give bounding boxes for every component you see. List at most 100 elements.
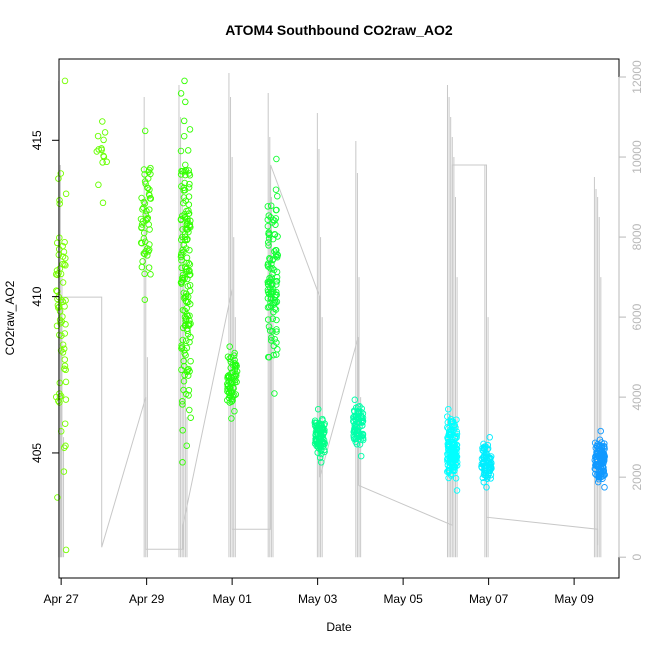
data-point xyxy=(267,265,274,272)
y2-tick-label: 2000 xyxy=(630,463,644,490)
data-point xyxy=(139,217,147,225)
data-point xyxy=(56,379,64,387)
data-point xyxy=(53,322,61,330)
data-point xyxy=(177,236,185,244)
data-point xyxy=(267,202,275,209)
data-point xyxy=(229,368,237,376)
data-point xyxy=(226,399,233,406)
data-point xyxy=(62,254,69,262)
data-point xyxy=(99,118,106,125)
data-point xyxy=(140,198,148,206)
data-point xyxy=(57,170,65,177)
data-point xyxy=(62,366,69,374)
data-point xyxy=(317,459,325,466)
data-point xyxy=(354,427,362,434)
y-axis-label: CO2raw_AO2 xyxy=(3,280,17,355)
data-point xyxy=(187,414,194,421)
data-point xyxy=(184,327,191,335)
data-point xyxy=(311,440,319,447)
data-point xyxy=(358,433,366,440)
data-point xyxy=(319,425,326,433)
data-point xyxy=(351,408,358,415)
data-point xyxy=(141,250,148,258)
data-point xyxy=(184,321,192,328)
data-point xyxy=(147,195,155,202)
data-point xyxy=(138,263,146,271)
data-point xyxy=(265,212,273,219)
data-point xyxy=(62,190,70,198)
data-point xyxy=(270,351,277,359)
data-point xyxy=(141,296,149,303)
data-point xyxy=(272,215,280,222)
data-point xyxy=(145,221,152,228)
data-point xyxy=(186,317,193,324)
data-point xyxy=(357,436,365,443)
data-point xyxy=(179,274,187,282)
y-tick-label: 410 xyxy=(30,286,44,306)
data-point xyxy=(181,313,189,321)
data-point xyxy=(54,271,61,279)
data-point xyxy=(315,430,322,438)
data-point xyxy=(311,417,319,424)
data-point xyxy=(600,464,607,472)
data-point xyxy=(445,443,453,451)
data-point xyxy=(451,421,458,429)
data-point xyxy=(60,444,68,451)
data-point xyxy=(62,262,69,269)
data-point xyxy=(179,398,186,405)
data-point xyxy=(314,449,321,456)
data-point xyxy=(177,90,185,97)
data-point xyxy=(486,434,493,441)
data-point xyxy=(592,444,600,452)
data-point xyxy=(272,206,280,214)
data-point xyxy=(179,324,187,332)
data-point xyxy=(146,186,153,193)
data-point xyxy=(146,226,153,233)
data-point xyxy=(601,445,608,453)
data-point xyxy=(54,301,62,309)
grey-series-line xyxy=(60,164,599,558)
data-point xyxy=(592,452,600,460)
data-point xyxy=(445,474,452,482)
data-point xyxy=(179,427,186,434)
data-point xyxy=(140,235,148,242)
data-point xyxy=(182,171,189,179)
data-point xyxy=(271,305,279,312)
data-point xyxy=(274,192,281,200)
data-point xyxy=(354,403,362,410)
data-point xyxy=(273,316,280,324)
data-point xyxy=(484,446,491,453)
data-point xyxy=(186,406,193,414)
data-point xyxy=(593,455,601,463)
data-point xyxy=(601,484,608,491)
data-point xyxy=(183,442,190,449)
data-point xyxy=(273,268,281,276)
data-point xyxy=(351,435,358,443)
data-point xyxy=(185,193,193,200)
data-point xyxy=(180,377,188,385)
data-point xyxy=(183,254,191,262)
data-point xyxy=(231,360,239,367)
data-point xyxy=(186,246,193,254)
data-point xyxy=(316,443,324,451)
data-point xyxy=(56,307,64,315)
data-point xyxy=(53,267,61,274)
data-point xyxy=(182,245,190,252)
data-point xyxy=(265,231,273,239)
data-point xyxy=(186,300,194,308)
data-point xyxy=(483,484,490,491)
data-point xyxy=(447,426,454,433)
data-point xyxy=(59,341,67,348)
data-point xyxy=(185,201,193,208)
x-tick-label: May 07 xyxy=(469,592,509,606)
data-point xyxy=(268,334,275,341)
data-point xyxy=(267,337,275,344)
data-point xyxy=(140,250,148,257)
x-axis-label: Date xyxy=(326,620,352,634)
data-point xyxy=(596,436,604,443)
data-point xyxy=(60,345,68,353)
data-point xyxy=(228,415,235,422)
data-point xyxy=(184,147,192,154)
data-point xyxy=(144,245,151,252)
y2-tick-label: 10000 xyxy=(630,140,644,174)
